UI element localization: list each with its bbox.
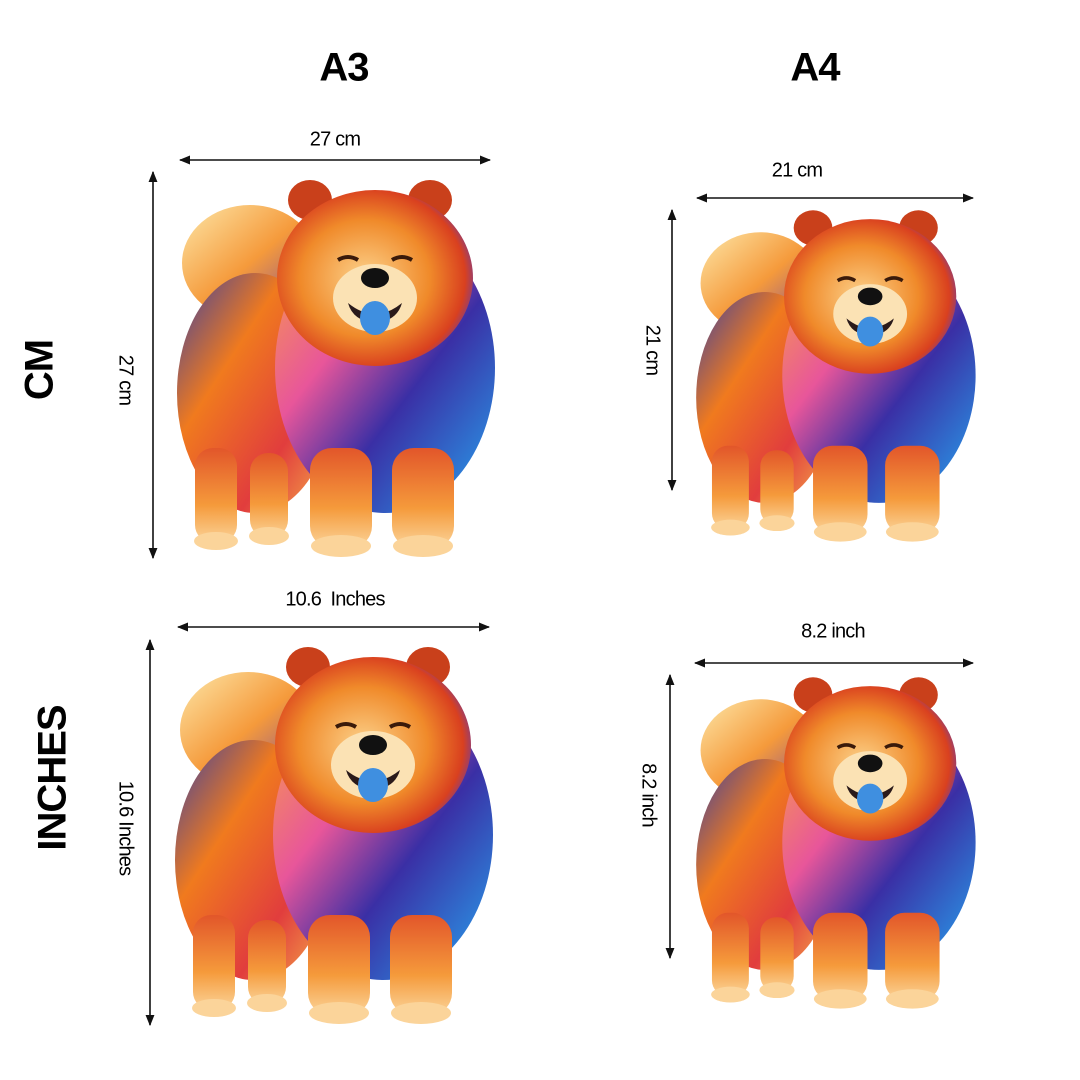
dog-image	[173, 645, 495, 1025]
height-label: 10.6 Inches	[115, 781, 137, 876]
row-label: INCHES	[31, 705, 75, 850]
dog-image	[175, 178, 497, 558]
column-header: A4	[790, 46, 841, 90]
height-label: 27 cm	[115, 355, 137, 406]
width-label: 21 cm	[772, 159, 823, 181]
width-label: 27 cm	[310, 128, 361, 150]
width-label: 10.6 Inches	[285, 588, 385, 610]
row-label: CM	[18, 340, 62, 400]
height-label: 8.2 inch	[638, 763, 660, 827]
dog-image	[694, 675, 978, 1010]
height-label: 21 cm	[642, 325, 664, 376]
dog-image	[694, 208, 978, 543]
width-label: 8.2 inch	[801, 620, 865, 642]
column-header: A3	[319, 46, 368, 90]
